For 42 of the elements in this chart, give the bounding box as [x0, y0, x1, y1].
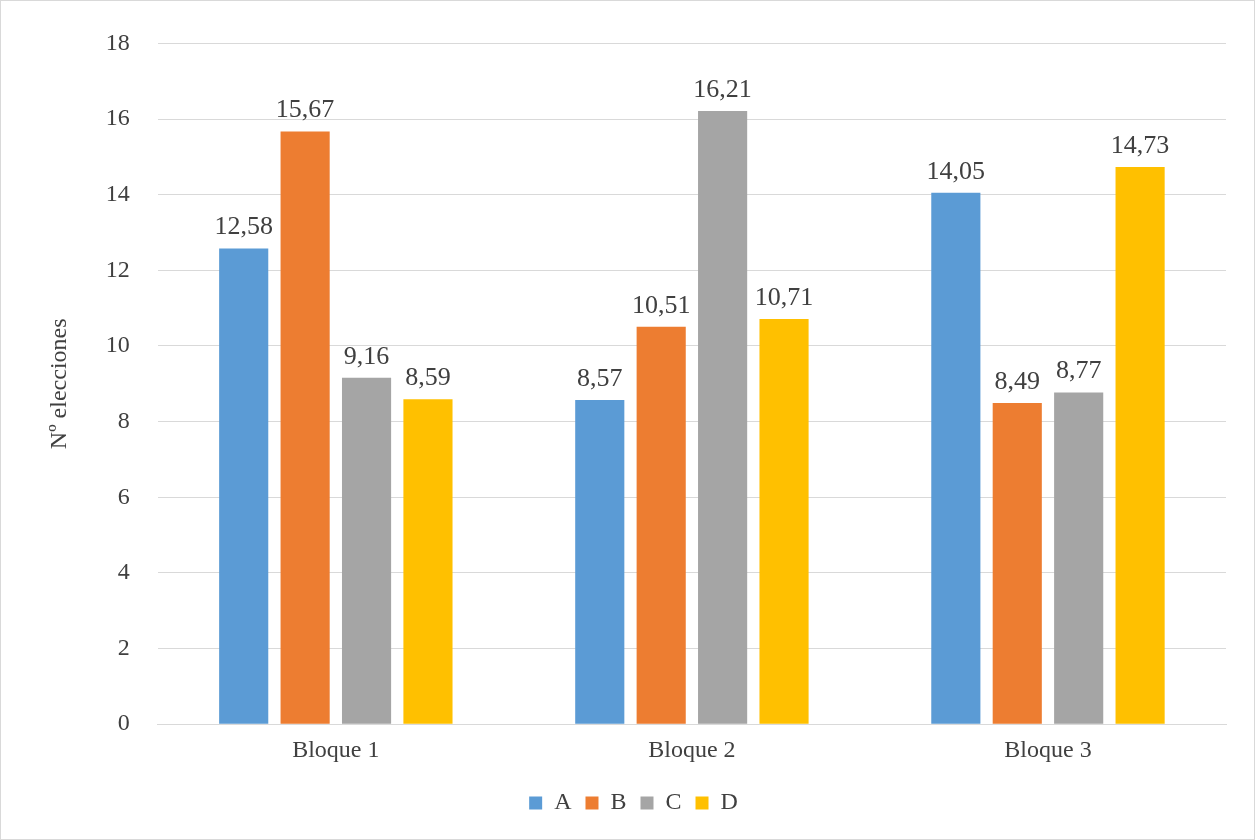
bar [759, 319, 809, 724]
bar [341, 377, 392, 724]
y-tick-label: 6 [117, 482, 130, 509]
x-tick-label: Bloque 3 [1004, 735, 1092, 762]
y-tick-label: 10 [105, 331, 130, 358]
y-axis-title: Nº elecciones [44, 318, 71, 450]
data-label: 8,57 [577, 362, 623, 392]
x-tick-label: Bloque 1 [292, 735, 380, 762]
bar [992, 403, 1042, 724]
data-label: 8,59 [405, 362, 451, 392]
bar [931, 192, 981, 724]
bar [219, 248, 269, 724]
data-label: 8,49 [994, 365, 1041, 395]
data-label: 8,77 [1055, 355, 1102, 385]
y-tick-label: 14 [105, 179, 130, 206]
bar [280, 131, 330, 724]
y-tick-label: 8 [117, 406, 130, 433]
data-label: 14,73 [1110, 129, 1170, 159]
y-tick-label: 0 [117, 709, 130, 736]
bar [403, 399, 453, 724]
legend-label: D [720, 788, 738, 815]
data-label: 10,71 [754, 281, 814, 311]
x-tick-label: Bloque 2 [648, 735, 736, 762]
legend-label: A [554, 788, 573, 815]
y-tick-label: 12 [105, 255, 130, 282]
bar [636, 326, 686, 724]
y-tick-label: 4 [117, 558, 130, 585]
bar [1115, 167, 1165, 724]
data-label: 10,51 [631, 289, 691, 319]
y-tick-label: 18 [105, 28, 130, 55]
data-label: 9,16 [343, 340, 390, 370]
bar [575, 400, 625, 724]
bar [698, 111, 748, 724]
data-label: 16,21 [693, 73, 752, 103]
data-label: 15,67 [275, 94, 335, 124]
legend-label: C [665, 788, 682, 815]
y-tick-label: 2 [117, 633, 130, 660]
data-label: 14,05 [926, 155, 986, 185]
legend-label: B [610, 788, 627, 815]
data-label: 12,58 [214, 211, 273, 241]
y-tick-label: 16 [105, 104, 130, 131]
bar [1054, 392, 1104, 724]
